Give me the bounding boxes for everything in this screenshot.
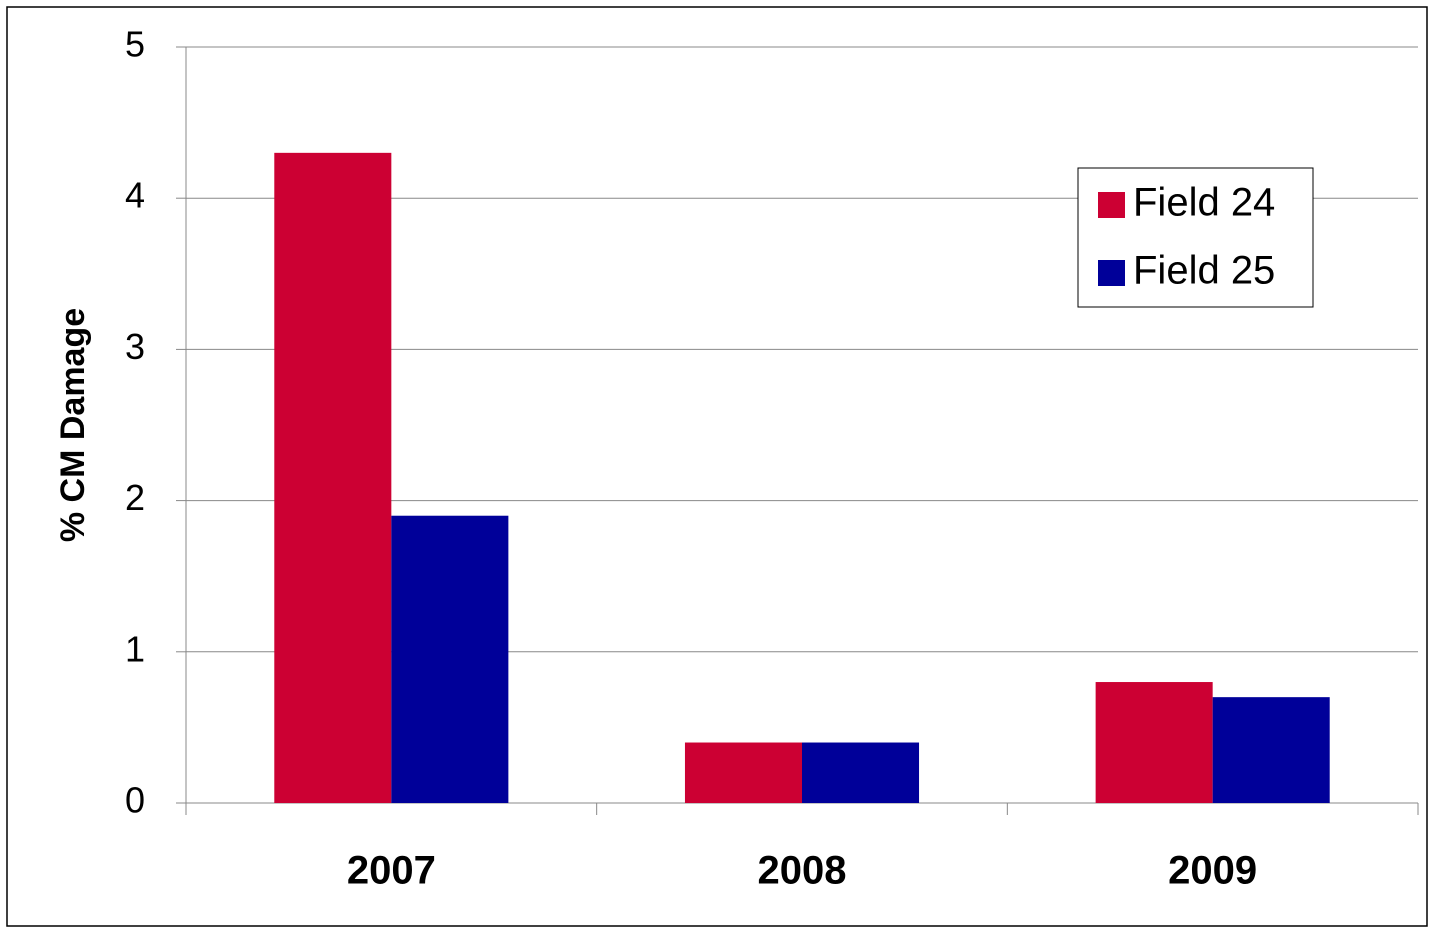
legend-swatch xyxy=(1098,260,1125,286)
y-tick-label: 3 xyxy=(125,326,145,367)
y-tick-label: 2 xyxy=(125,477,145,518)
legend-label: Field 24 xyxy=(1133,181,1275,225)
bar xyxy=(391,515,509,803)
x-tick-label: 2008 xyxy=(758,849,847,893)
bar xyxy=(802,742,920,803)
bar xyxy=(1212,697,1330,803)
bar xyxy=(1095,682,1213,803)
x-tick-label: 2009 xyxy=(1168,849,1257,893)
bar xyxy=(684,742,802,803)
legend-swatch xyxy=(1098,192,1125,218)
x-tick-label: 2007 xyxy=(347,849,436,893)
y-tick-label: 5 xyxy=(125,24,145,65)
y-tick-label: 1 xyxy=(125,628,145,669)
bar xyxy=(274,152,392,804)
legend-label: Field 25 xyxy=(1133,249,1275,293)
y-tick-label: 4 xyxy=(125,175,145,216)
y-axis-label: % CM Damage xyxy=(54,308,92,542)
legend-box xyxy=(1077,167,1314,308)
y-tick-label: 0 xyxy=(125,780,145,821)
